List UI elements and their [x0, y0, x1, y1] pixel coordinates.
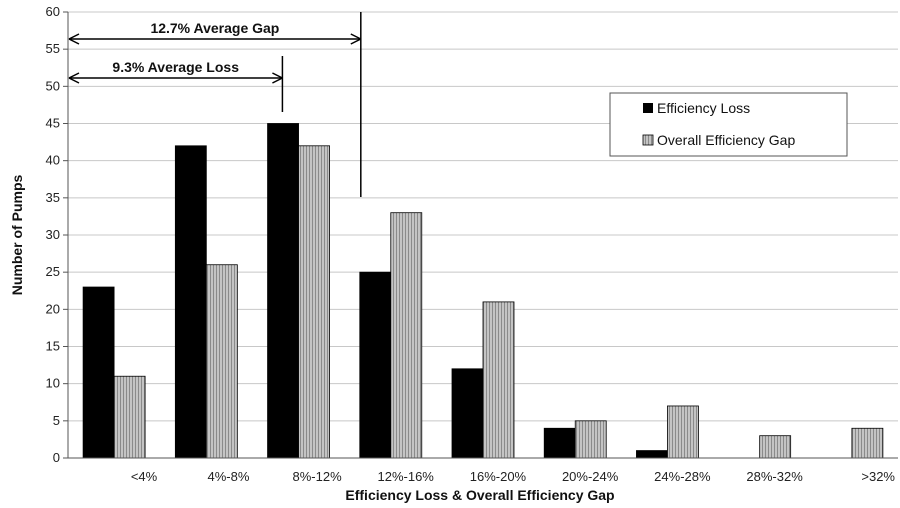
bar-efficiency-loss — [636, 450, 668, 459]
legend-label-overall-efficiency-gap: Overall Efficiency Gap — [657, 132, 795, 148]
x-tick-label: >32% — [861, 469, 895, 484]
y-tick-label: 45 — [46, 116, 60, 131]
bar-efficiency-loss — [451, 368, 484, 459]
bar-overall-efficiency-gap — [205, 264, 238, 459]
x-tick-label: 12%-16% — [378, 469, 435, 484]
y-tick-label: 40 — [46, 153, 60, 168]
y-tick-label: 20 — [46, 301, 60, 316]
average-loss-arrowhead-left — [68, 72, 80, 84]
y-axis-title: Number of Pumps — [9, 175, 25, 296]
x-tick-label: <4% — [131, 469, 158, 484]
legend-swatch-efficiency-loss — [643, 103, 653, 113]
bar-efficiency-loss — [543, 427, 576, 459]
bar-efficiency-loss — [174, 145, 207, 459]
average-gap-label: 12.7% Average Gap — [150, 20, 279, 36]
x-axis-title: Efficiency Loss & Overall Efficiency Gap — [345, 487, 614, 503]
bar-overall-efficiency-gap — [113, 375, 146, 459]
x-tick-label: 4%-8% — [208, 469, 250, 484]
bar-efficiency-loss — [359, 271, 392, 459]
y-tick-label: 15 — [46, 339, 60, 354]
annotations: 12.7% Average Gap 9.3% Average Loss — [68, 12, 362, 197]
x-tick-label: 28%-32% — [746, 469, 803, 484]
legend-swatch-overall-efficiency-gap — [642, 134, 654, 146]
average-gap-arrowhead-left — [68, 33, 80, 45]
bars — [82, 123, 884, 459]
bar-overall-efficiency-gap — [759, 435, 792, 459]
bar-overall-efficiency-gap — [482, 301, 515, 459]
y-tick-label: 0 — [53, 450, 60, 465]
bar-efficiency-loss — [82, 286, 115, 459]
bar-overall-efficiency-gap — [390, 212, 423, 459]
y-tick-label: 60 — [46, 4, 60, 19]
y-tick-label: 55 — [46, 41, 60, 56]
y-tick-label: 30 — [46, 227, 60, 242]
y-tick-label: 5 — [53, 413, 60, 428]
y-tick-label: 50 — [46, 78, 60, 93]
bar-overall-efficiency-gap — [298, 145, 330, 459]
x-tick-label: 16%-20% — [470, 469, 527, 484]
legend-label-efficiency-loss: Efficiency Loss — [657, 100, 750, 116]
x-tick-label: 8%-12% — [293, 469, 343, 484]
bar-efficiency-loss — [267, 123, 299, 459]
average-loss-arrowhead-right — [272, 72, 283, 84]
y-tick-labels: 0 5 10 15 20 25 30 35 40 45 50 55 60 — [46, 4, 60, 465]
y-tick-label: 25 — [46, 264, 60, 279]
x-tick-label: 24%-28% — [654, 469, 711, 484]
average-loss-label: 9.3% Average Loss — [112, 59, 239, 75]
y-tick-label: 35 — [46, 190, 60, 205]
bar-overall-efficiency-gap — [574, 420, 607, 459]
bar-overall-efficiency-gap — [667, 405, 699, 459]
average-gap-arrowhead-right — [350, 33, 362, 45]
legend: Efficiency Loss Overall Efficiency Gap — [609, 92, 848, 157]
axes — [67, 12, 898, 459]
x-tick-label: 20%-24% — [562, 469, 619, 484]
bar-overall-efficiency-gap — [851, 427, 884, 459]
y-tick-label: 10 — [46, 376, 60, 391]
x-tick-labels: <4% 4%-8% 8%-12% 12%-16% 16%-20% 20%-24% 24%-2… — [131, 469, 896, 484]
